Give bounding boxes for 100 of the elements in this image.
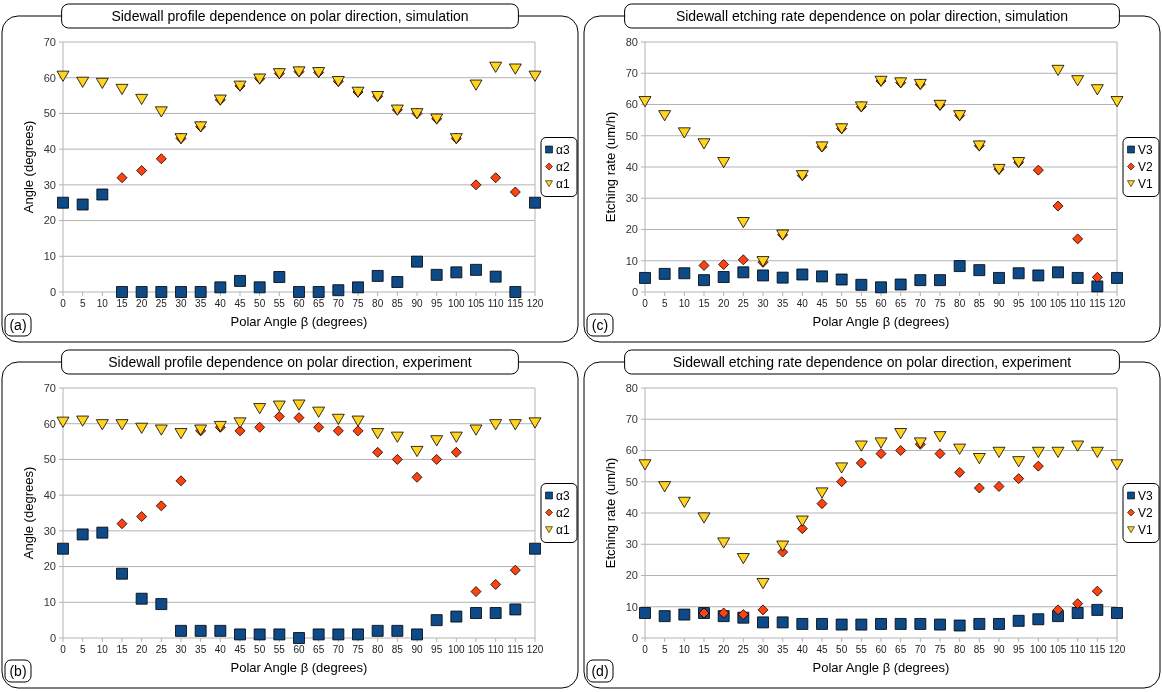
- x-tick-label: 20: [136, 298, 148, 309]
- x-tick-label: 105: [467, 298, 485, 309]
- x-tick-label: 85: [391, 644, 404, 655]
- y-tick-label: 20: [43, 560, 56, 573]
- x-tick-label: 85: [973, 644, 986, 655]
- legend-label: V3: [1138, 142, 1153, 157]
- x-tick-label: 60: [293, 298, 305, 309]
- y-tick-label: 70: [625, 413, 638, 426]
- x-tick-label: 20: [718, 298, 730, 309]
- legend-label: V1: [1138, 522, 1153, 537]
- x-tick-label: 45: [234, 644, 246, 655]
- y-tick-label: 50: [625, 129, 638, 142]
- x-tick-label: 35: [195, 298, 207, 309]
- y-tick-label: 40: [625, 506, 638, 519]
- text: (d): [591, 663, 609, 679]
- x-tick-label: 120: [1108, 644, 1126, 655]
- y-tick-label: 60: [625, 98, 638, 111]
- y-tick-label: 20: [625, 569, 638, 582]
- y-tick-label: 0: [631, 631, 638, 644]
- x-tick-label: 110: [487, 298, 505, 309]
- x-tick-label: 100: [447, 644, 466, 655]
- x-tick-label: 60: [293, 644, 305, 655]
- x-tick-label: 95: [431, 298, 443, 309]
- x-tick-label: 10: [96, 644, 109, 655]
- y-tick-label: 40: [625, 160, 638, 173]
- x-tick-label: 80: [372, 644, 384, 655]
- x-tick-label: 120: [526, 298, 544, 309]
- x-tick-label: 75: [934, 644, 946, 655]
- x-tick-label: 35: [777, 644, 789, 655]
- y-tick-label: 0: [631, 285, 638, 298]
- x-tick-label: 40: [796, 298, 809, 309]
- x-tick-label: 115: [507, 298, 524, 309]
- x-tick-label: 10: [678, 644, 691, 655]
- x-tick-label: 25: [155, 298, 168, 309]
- x-tick-label: 15: [116, 298, 128, 309]
- x-tick-label: 105: [1049, 644, 1067, 655]
- x-tick-label: 50: [836, 644, 848, 655]
- text: (c): [591, 317, 609, 333]
- x-tick-label: 105: [1049, 298, 1067, 309]
- legend-label: V3: [1138, 488, 1153, 503]
- x-tick-label: 15: [698, 298, 710, 309]
- x-tick-label: 70: [914, 644, 927, 655]
- x-tick-label: 100: [1029, 298, 1048, 309]
- text: (a): [9, 317, 27, 333]
- y-tick-label: 50: [43, 453, 56, 466]
- legend-label: V2: [1138, 159, 1153, 174]
- x-tick-label: 85: [973, 298, 986, 309]
- y-tick-label: 70: [43, 381, 56, 394]
- chart-title: Sidewall profile dependence on polar direction, experiment: [108, 354, 472, 370]
- x-tick-label: 105: [467, 644, 485, 655]
- y-tick-label: 20: [43, 214, 56, 227]
- y-tick-label: 60: [43, 417, 56, 430]
- y-tick-label: 10: [625, 600, 638, 613]
- x-tick-label: 80: [954, 644, 966, 655]
- y-tick-label: 20: [625, 223, 638, 236]
- y-tick-label: 60: [43, 71, 56, 84]
- x-tick-label: 65: [313, 298, 325, 309]
- x-tick-label: 10: [96, 298, 109, 309]
- x-tick-label: 50: [254, 298, 266, 309]
- x-tick-label: 55: [273, 298, 286, 309]
- y-tick-label: 80: [625, 381, 638, 394]
- x-tick-label: 75: [352, 644, 364, 655]
- x-tick-label: 70: [914, 298, 927, 309]
- y-tick-label: 40: [43, 142, 56, 155]
- x-tick-label: 110: [1069, 298, 1087, 309]
- x-tick-label: 115: [1089, 644, 1106, 655]
- y-tick-label: 30: [625, 538, 638, 551]
- x-tick-label: 45: [816, 644, 828, 655]
- legend-label: α3: [556, 488, 570, 503]
- x-tick-label: 40: [796, 644, 809, 655]
- x-tick-label: 10: [678, 298, 691, 309]
- x-tick-label: 50: [836, 298, 848, 309]
- y-tick-label: 0: [49, 631, 56, 644]
- y-tick-label: 10: [43, 250, 56, 263]
- x-tick-label: 45: [234, 298, 246, 309]
- chart-title: Sidewall etching rate dependence on polar direction, experiment: [672, 354, 1072, 370]
- x-axis-title: Polar Angle β (degrees): [230, 660, 368, 675]
- x-tick-label: 75: [934, 298, 946, 309]
- x-tick-label: 25: [737, 644, 750, 655]
- x-tick-label: 5: [661, 644, 668, 655]
- x-tick-label: 100: [1029, 644, 1048, 655]
- x-tick-label: 5: [79, 298, 86, 309]
- x-tick-label: 5: [661, 298, 668, 309]
- x-tick-label: 35: [195, 644, 207, 655]
- x-tick-label: 115: [507, 644, 524, 655]
- y-tick-label: 30: [43, 178, 56, 191]
- x-axis-title: Polar Angle β (degrees): [812, 660, 950, 675]
- y-tick-label: 0: [49, 285, 56, 298]
- chart-title: Sidewall etching rate dependence on polar direction, simulation: [675, 8, 1069, 24]
- x-tick-label: 90: [411, 644, 423, 655]
- x-tick-label: 55: [855, 298, 868, 309]
- y-tick-label: 40: [43, 488, 56, 501]
- x-tick-label: 75: [352, 298, 364, 309]
- y-axis-title: Etching rate (um/h): [603, 457, 618, 569]
- x-tick-label: 110: [487, 644, 505, 655]
- legend-label: α1: [556, 176, 570, 191]
- x-tick-label: 50: [254, 644, 266, 655]
- x-tick-label: 20: [136, 644, 148, 655]
- x-tick-label: 30: [757, 298, 769, 309]
- y-tick-label: 10: [43, 596, 56, 609]
